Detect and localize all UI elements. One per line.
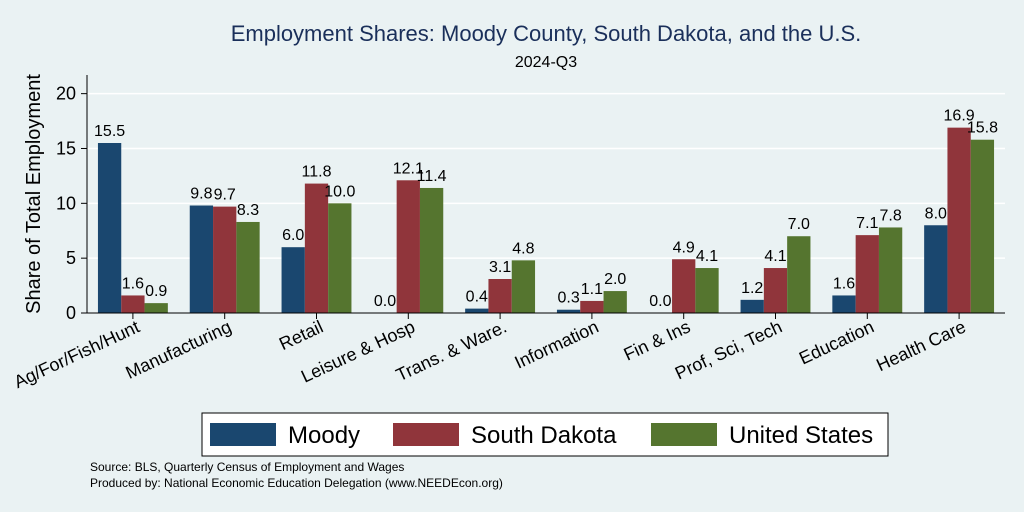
data-label: 9.8 (190, 186, 212, 203)
x-category-label: Ag/For/Fish/Hunt (11, 316, 143, 392)
data-label: 4.1 (764, 248, 786, 265)
legend-label: United States (729, 422, 873, 449)
bar (144, 303, 168, 313)
data-label: 2.0 (604, 271, 626, 288)
data-label: 15.5 (94, 123, 125, 140)
bar (787, 236, 811, 313)
legend-label: Moody (288, 422, 360, 449)
legend: Moody South Dakota United States (201, 412, 889, 457)
bar (672, 259, 696, 313)
x-category-label: Information (512, 316, 602, 372)
data-label: 4.9 (673, 239, 695, 256)
bar (947, 127, 971, 313)
x-category-label: Fin & Ins (621, 316, 694, 364)
data-label: 4.1 (696, 248, 718, 265)
y-ticks: 0 5 10 15 20 (56, 84, 87, 323)
data-label: 1.6 (833, 275, 855, 292)
data-label: 1.2 (741, 280, 763, 297)
bar (763, 268, 788, 313)
bar (488, 279, 512, 313)
y-tick-label: 15 (56, 138, 76, 158)
data-label: 10.0 (324, 183, 355, 200)
data-label: 1.6 (122, 275, 144, 292)
bar (236, 221, 260, 313)
bar (189, 205, 214, 313)
gridlines (87, 92, 1005, 259)
data-label: 7.0 (788, 216, 810, 233)
bars (97, 127, 995, 313)
bar (970, 139, 995, 313)
bar (878, 227, 903, 313)
legend-swatch (651, 423, 717, 446)
data-label: 16.9 (944, 108, 975, 125)
data-label: 3.1 (489, 259, 511, 276)
bar (396, 180, 420, 313)
bar (556, 309, 581, 313)
x-category-label: Retail (276, 316, 326, 354)
data-label: 11.4 (417, 168, 447, 185)
y-tick-label: 5 (66, 248, 76, 268)
data-label: 12.1 (393, 160, 424, 177)
data-label: 7.1 (856, 215, 878, 232)
data-label: 0.0 (649, 293, 671, 310)
data-labels: 15.51.6 0.99.8 9.78.36.011.810.00.012.111.… (94, 108, 998, 310)
x-category-label: Manufacturing (123, 316, 235, 382)
data-label: 0.9 (145, 283, 167, 300)
x-category-label: Health Care (873, 316, 969, 375)
data-label: 11.8 (302, 164, 332, 181)
bar (511, 260, 536, 313)
bar (97, 143, 122, 313)
data-label: 8.0 (925, 205, 947, 222)
chart-subtitle: 2024-Q3 (515, 54, 577, 71)
bar (580, 300, 604, 313)
bar (328, 203, 352, 313)
source-note: Source: BLS, Quarterly Census of Employm… (90, 460, 404, 474)
x-category-label: Education (796, 316, 877, 368)
bar (924, 225, 948, 313)
data-label: 0.3 (557, 290, 579, 307)
legend-box (201, 412, 889, 457)
bar (465, 308, 489, 313)
bar (121, 295, 145, 313)
bar (213, 206, 237, 313)
bar (695, 268, 719, 313)
legend-label: South Dakota (471, 422, 617, 449)
bar (740, 299, 764, 313)
chart-title: Employment Shares: Moody County, South D… (231, 21, 862, 46)
legend-swatch (210, 423, 276, 446)
y-tick-label: 20 (56, 84, 76, 104)
data-label: 15.8 (967, 120, 998, 137)
y-tick-label: 0 (66, 303, 76, 323)
bar (304, 183, 329, 313)
data-label: 6.0 (282, 227, 304, 244)
data-label: 1.1 (581, 281, 603, 298)
produced-by-note: Produced by: National Economic Education… (90, 476, 503, 490)
data-label: 9.7 (214, 187, 236, 204)
data-label: 7.8 (879, 207, 901, 224)
bar (603, 291, 627, 313)
y-tick-label: 10 (56, 193, 76, 213)
y-axis-label: Share of Total Employment (23, 74, 45, 314)
data-label: 4.8 (512, 240, 534, 257)
bar (832, 295, 856, 313)
legend-swatch (393, 423, 459, 446)
bar (855, 235, 879, 313)
bar (419, 187, 444, 313)
data-label: 0.4 (466, 289, 488, 306)
bar (281, 247, 305, 313)
data-label: 8.3 (237, 202, 259, 219)
data-label: 0.0 (374, 293, 396, 310)
